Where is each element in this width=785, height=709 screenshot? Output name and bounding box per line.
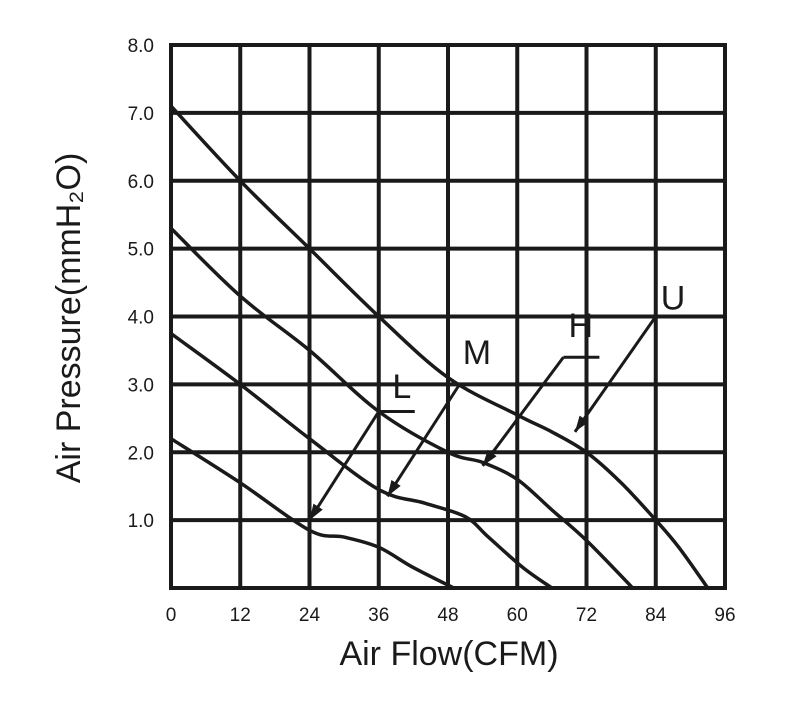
curve-label-u: U xyxy=(661,280,686,318)
y-axis-title: Air Pressure(mmH₂O) xyxy=(50,153,88,484)
pointer-arrowhead-u xyxy=(574,415,589,432)
y-tick-label: 1.0 xyxy=(128,511,154,532)
x-tick-label: 84 xyxy=(645,605,667,626)
pointer-arrowhead-m xyxy=(387,479,401,497)
y-tick-label: 2.0 xyxy=(128,443,154,464)
curve-h xyxy=(169,227,634,590)
x-tick-label: 12 xyxy=(230,605,251,626)
y-tick-label: 4.0 xyxy=(128,308,154,329)
x-tick-label: 96 xyxy=(714,605,735,626)
curve-m xyxy=(169,332,553,590)
pointer-leader-l xyxy=(308,410,381,521)
pointer-leader-u xyxy=(573,315,657,433)
y-tick-labels: 1.0 2.0 3.0 4.0 5.0 6.0 7.0 8.0 xyxy=(128,36,154,532)
y-tick-label: 3.0 xyxy=(128,375,154,396)
x-tick-label: 0 xyxy=(166,605,177,626)
pointer-arrowhead-l xyxy=(309,503,323,521)
curve-u xyxy=(169,104,710,590)
curve-label-m: M xyxy=(463,334,491,372)
curve-pointers xyxy=(308,315,692,521)
pointer-leader-m xyxy=(386,383,461,498)
pointer-leader-h xyxy=(481,356,565,467)
x-tick-label: 24 xyxy=(299,605,321,626)
x-tick-label: 72 xyxy=(576,605,597,626)
curve-l xyxy=(170,437,455,590)
y-tick-label: 7.0 xyxy=(128,104,154,125)
x-axis-title: Air Flow(CFM) xyxy=(339,635,558,673)
x-tick-label: 36 xyxy=(368,605,389,626)
curve-label-l: L xyxy=(392,368,411,406)
grid xyxy=(169,43,727,590)
x-tick-label: 48 xyxy=(437,605,458,626)
y-tick-label: 5.0 xyxy=(128,240,154,261)
curve-label-h: H xyxy=(568,307,593,345)
x-tick-label: 60 xyxy=(507,605,528,626)
y-tick-label: 8.0 xyxy=(128,36,154,57)
curve-labels: U H M L xyxy=(392,280,685,406)
x-tick-labels: 0 12 24 36 48 60 72 84 96 xyxy=(166,605,736,626)
pointer-arrowhead-h xyxy=(482,449,497,466)
curves xyxy=(169,104,710,590)
y-tick-label: 6.0 xyxy=(128,172,154,193)
